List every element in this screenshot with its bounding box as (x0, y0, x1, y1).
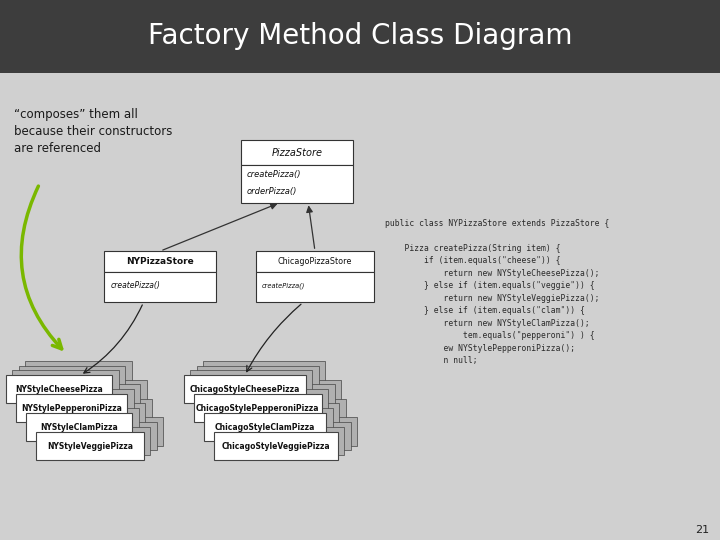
Text: ChicagoStyleVeggiePizza: ChicagoStyleVeggiePizza (222, 442, 330, 450)
Bar (256, 272, 374, 302)
Bar (26, 413, 132, 441)
Text: NYStyleCheesePizza: NYStyleCheesePizza (15, 385, 103, 394)
Bar (220, 427, 344, 455)
Bar (256, 251, 374, 272)
Bar (203, 361, 325, 389)
Bar (241, 165, 353, 202)
Bar (35, 380, 147, 408)
Text: ChicagoStyleCheesePizza: ChicagoStyleCheesePizza (189, 385, 300, 394)
Text: createPizza(): createPizza() (261, 282, 305, 289)
Bar (55, 417, 163, 446)
Bar (223, 399, 346, 427)
Text: 21: 21 (695, 524, 709, 535)
Bar (194, 394, 322, 422)
Bar (233, 417, 357, 446)
Text: ChicagoStylePepperoniPizza: ChicagoStylePepperoniPizza (196, 404, 320, 413)
Bar (184, 375, 306, 403)
Bar (25, 361, 132, 389)
Bar (241, 140, 353, 165)
Text: Factory Method Class Diagram: Factory Method Class Diagram (148, 23, 572, 50)
Bar (32, 408, 139, 436)
Bar (214, 432, 338, 460)
Bar (210, 408, 333, 436)
Bar (12, 370, 119, 399)
Bar (45, 399, 152, 427)
Text: NYStylePepperoniPizza: NYStylePepperoniPizza (21, 404, 122, 413)
Bar (104, 272, 216, 302)
Bar (19, 366, 125, 394)
Text: NYStyleVeggiePizza: NYStyleVeggiePizza (47, 442, 133, 450)
Bar (49, 422, 157, 450)
Bar (39, 403, 145, 431)
FancyBboxPatch shape (0, 0, 720, 73)
Bar (36, 432, 144, 460)
Text: public class NYPizzaStore extends PizzaStore {

    Pizza createPizza(String ite: public class NYPizzaStore extends PizzaS… (385, 219, 609, 365)
Text: ChicagoStyleClamPizza: ChicagoStyleClamPizza (215, 423, 315, 431)
Text: orderPizza(): orderPizza() (247, 187, 297, 195)
Text: NYPizzaStore: NYPizzaStore (126, 257, 194, 266)
Bar (227, 422, 351, 450)
Bar (190, 370, 312, 399)
Text: createPizza(): createPizza() (247, 171, 302, 179)
Text: “composes” them all
because their constructors
are referenced: “composes” them all because their constr… (14, 108, 173, 155)
Bar (22, 389, 134, 417)
Bar (29, 384, 140, 413)
Text: ChicagoPizzaStore: ChicagoPizzaStore (278, 257, 352, 266)
Bar (204, 413, 326, 441)
Bar (207, 384, 335, 413)
Bar (213, 380, 341, 408)
Bar (197, 366, 319, 394)
Bar (104, 251, 216, 272)
Text: PizzaStore: PizzaStore (271, 148, 323, 158)
Text: createPizza(): createPizza() (110, 281, 160, 291)
Bar (6, 375, 112, 403)
Text: NYStyleClamPizza: NYStyleClamPizza (40, 423, 118, 431)
Bar (200, 389, 328, 417)
Bar (42, 427, 150, 455)
Bar (217, 403, 339, 431)
Bar (16, 394, 127, 422)
